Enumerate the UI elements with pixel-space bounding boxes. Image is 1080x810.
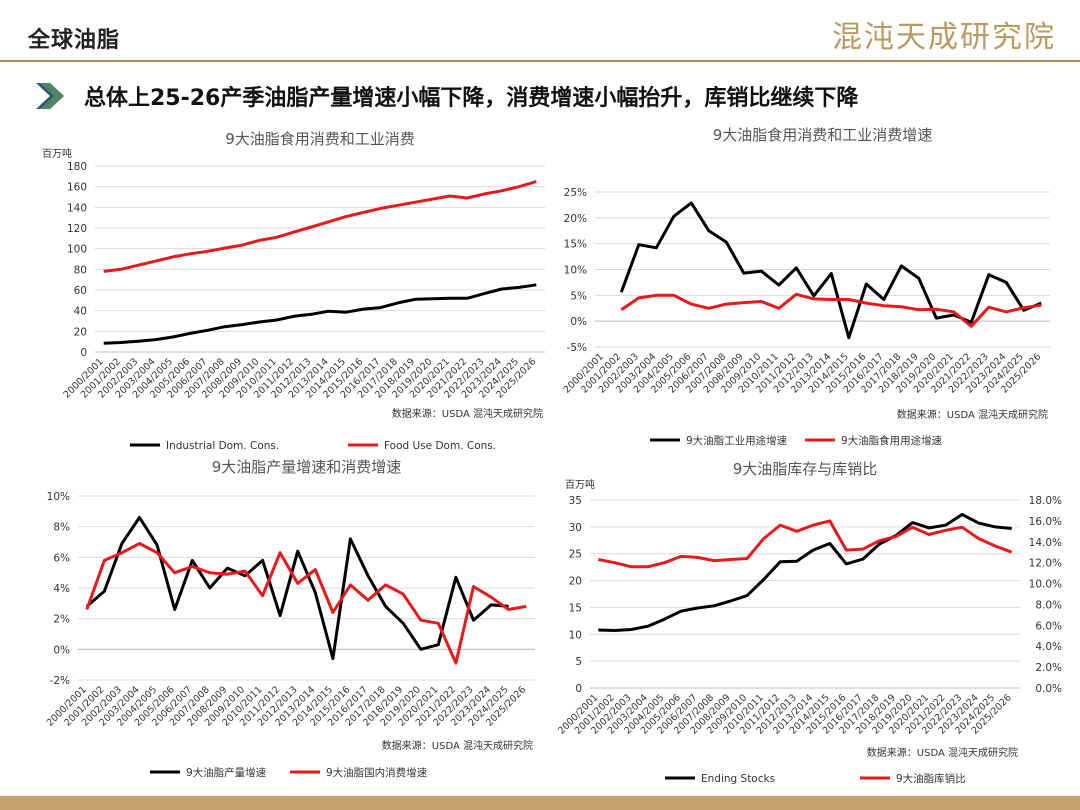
y-tick-label: 160 (67, 182, 87, 194)
y-tick-label: 10% (564, 265, 587, 277)
source-note: 数据来源：USDA 混沌天成研究院 (897, 408, 1048, 421)
y-tick-label: 2% (53, 614, 70, 626)
unit-label: 百万吨 (42, 147, 72, 160)
legend-label: 9大油脂食用用途增速 (841, 434, 943, 447)
y-tick-label: 8% (53, 522, 70, 534)
y-tick-label: 0% (53, 644, 70, 656)
legend-label: 9大油脂工业用途增速 (686, 434, 788, 447)
y-tick-label: 5% (570, 290, 587, 302)
y-tick-label: 15% (564, 239, 587, 251)
chart-consumption-volume: 9大油脂食用消费和工业消费百万吨 0 20 40 60 80 100 120 140 160 180… (20, 122, 555, 467)
unit-label: 百万吨 (565, 478, 595, 491)
legend-label: Ending Stocks (701, 773, 775, 785)
y-tick-label: 10 (569, 629, 582, 641)
summary-row: 总体上25-26产季油脂产量增速小幅下降，消费增速小幅抬升，库销比继续下降 (30, 80, 1050, 111)
y2-tick-label: 4.0% (1035, 641, 1062, 653)
y-tick-label: 60 (74, 285, 87, 297)
y2-tick-label: 10.0% (1029, 579, 1062, 591)
legend-label: Food Use Dom. Cons. (384, 440, 496, 452)
y2-tick-label: 14.0% (1029, 537, 1062, 549)
y2-tick-label: 16.0% (1029, 516, 1062, 528)
series-line (103, 180, 537, 273)
legend-label: 9大油脂产量增速 (186, 766, 267, 779)
chart-title: 9大油脂库存与库销比 (733, 460, 878, 478)
chart-svg: 9大油脂产量增速和消费增速-2%0%2%4%6%8%10%2000/200120… (45, 458, 535, 779)
chart-title: 9大油脂食用消费和工业消费增速 (713, 126, 933, 144)
y2-tick-label: 0.0% (1035, 683, 1062, 695)
y-tick-label: 4% (53, 583, 70, 595)
y-tick-label: 20 (569, 576, 582, 588)
y-tick-label: 140 (67, 202, 87, 214)
source-note: 数据来源：USDA 混沌天成研究院 (867, 746, 1018, 759)
legend-label: 9大油脂库销比 (896, 772, 966, 785)
y-tick-label: 40 (74, 306, 87, 318)
series-line (620, 292, 1042, 328)
y-tick-label: -2% (50, 675, 70, 687)
y-tick-label: 15 (569, 602, 582, 614)
y-tick-label: 0 (80, 347, 87, 359)
source-note: 数据来源：USDA 混沌天成研究院 (392, 407, 543, 420)
chart-stocks-ratio: 9大油脂库存与库销比百万吨 0 5 10 15 20 25 30 35 0.0% 2.0% 4.0% 6… (545, 452, 1080, 797)
y-tick-label: 0% (570, 316, 587, 328)
legend-label: 9大油脂国内消费增速 (326, 766, 428, 779)
y-tick-label: 100 (67, 244, 87, 256)
y-tick-label: 80 (74, 264, 87, 276)
chart-title: 9大油脂产量增速和消费增速 (212, 458, 402, 476)
y2-tick-label: 2.0% (1035, 662, 1062, 674)
series-line (619, 201, 1042, 340)
y-tick-label: 0 (575, 683, 582, 695)
page-header: 全球油脂 混沌天成研究院 (0, 0, 1080, 62)
series-line (85, 542, 527, 665)
series-line (85, 516, 509, 660)
footer-bar (0, 796, 1080, 810)
y-tick-label: 25% (564, 187, 587, 199)
y-tick-label: 120 (67, 223, 87, 235)
y-tick-label: 35 (569, 495, 582, 507)
chart-production-consumption-growth: 9大油脂产量增速和消费增速 -2% 0% 2% 4% 6% 8% 10% 2000/2001 20… (20, 452, 555, 797)
y2-tick-label: 6.0% (1035, 620, 1062, 632)
source-note: 数据来源：USDA 混沌天成研究院 (382, 739, 533, 752)
y2-tick-label: 12.0% (1029, 558, 1062, 570)
institute-logo: 混沌天成研究院 (832, 20, 1056, 55)
chart-svg: 9大油脂食用消费和工业消费增速-5%0%5%10%15%20%25%2000/2… (562, 126, 1050, 447)
y-tick-label: 10% (47, 491, 70, 503)
series-line (598, 519, 1013, 569)
y2-tick-label: 8.0% (1035, 599, 1062, 611)
y-tick-label: 6% (53, 552, 70, 564)
y-tick-label: 20 (74, 326, 87, 338)
y-tick-label: 180 (67, 161, 87, 173)
chart-title: 9大油脂食用消费和工业消费 (225, 130, 415, 148)
series-line (598, 513, 1012, 632)
legend-label: Industrial Dom. Cons. (166, 440, 279, 452)
y-tick-label: 30 (569, 522, 582, 534)
chart-consumption-growth: 9大油脂食用消费和工业消费增速 -5% 0% 5% 10% 15% 20% 25% 2000/2… (545, 122, 1080, 467)
page-title: 全球油脂 (28, 28, 121, 53)
chevron-right-icon (36, 83, 64, 109)
y-tick-label: 25 (569, 549, 582, 561)
y2-tick-label: 18.0% (1029, 495, 1062, 507)
series-line (103, 283, 537, 345)
header-divider (0, 60, 1080, 62)
y-tick-label: -5% (567, 342, 587, 354)
y-tick-label: 5 (575, 656, 582, 668)
y-tick-label: 20% (564, 213, 587, 225)
summary-text: 总体上25-26产季油脂产量增速小幅下降，消费增速小幅抬升，库销比继续下降 (84, 86, 859, 111)
